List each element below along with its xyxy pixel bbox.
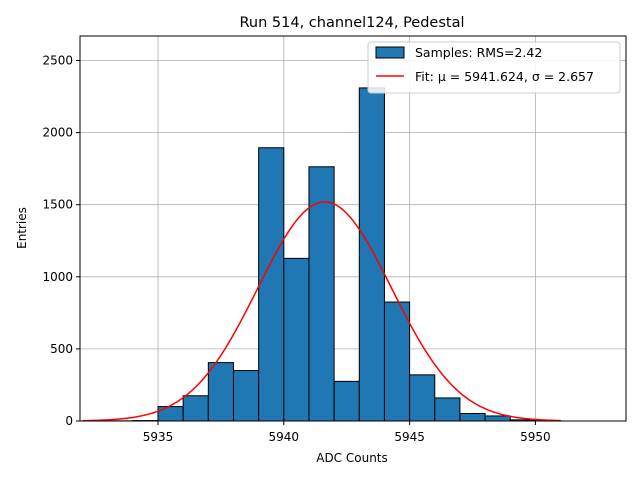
y-tick-label: 1000: [42, 270, 73, 284]
grid-lines: [80, 36, 626, 422]
legend-fit-label: Fit: μ = 5941.624, σ = 2.657: [415, 69, 594, 84]
histogram-bar: [207, 362, 234, 422]
y-tick-label: 2500: [42, 54, 73, 68]
plot-frame: [79, 35, 627, 422]
x-tick-label: 5935: [143, 430, 174, 444]
histogram-bar: [383, 301, 411, 422]
y-tick-label: 500: [50, 342, 73, 356]
y-tick-label: 0: [65, 414, 73, 428]
y-tick-label: 2000: [42, 126, 73, 140]
histogram-bar: [358, 87, 385, 422]
legend-fit-prefix: Fit:: [415, 69, 438, 84]
histogram-bars: [107, 87, 562, 422]
legend-fit-mu: μ = 5941.624: [438, 69, 524, 84]
histogram-bar: [182, 395, 209, 422]
x-axis-label: ADC Counts: [316, 451, 388, 465]
legend-histogram-swatch: [375, 46, 405, 59]
histogram-bar: [283, 257, 310, 422]
histogram-bar: [258, 147, 285, 422]
histogram-bar: [409, 374, 436, 422]
histogram-bar: [459, 413, 486, 422]
y-axis-ticks: 0 500 1000 1500 2000 2500: [42, 54, 80, 428]
legend: Samples: RMS=2.42 Fit: μ = 5941.624, σ =…: [367, 41, 621, 94]
legend-fit-sigma: σ = 2.657: [532, 69, 594, 84]
histogram-bar: [232, 370, 260, 422]
legend-box: [367, 41, 621, 94]
y-tick-label: 1500: [42, 198, 73, 212]
x-axis-ticks: 5935 5940 5945 5950: [143, 421, 551, 444]
x-tick-label: 5950: [520, 430, 551, 444]
histogram-bar: [484, 415, 511, 422]
legend-fit-separator: ,: [524, 69, 532, 84]
chart-title: Run 514, channel124, Pedestal: [239, 15, 464, 31]
histogram-bar: [333, 380, 360, 422]
x-tick-label: 5940: [269, 430, 300, 444]
legend-histogram-label: Samples: RMS=2.42: [415, 45, 542, 60]
histogram-bar: [434, 397, 461, 422]
fit-curve: [82, 201, 561, 422]
x-tick-label: 5945: [394, 430, 425, 444]
histogram-bar: [157, 406, 184, 422]
y-axis-label: Entries: [15, 207, 29, 249]
